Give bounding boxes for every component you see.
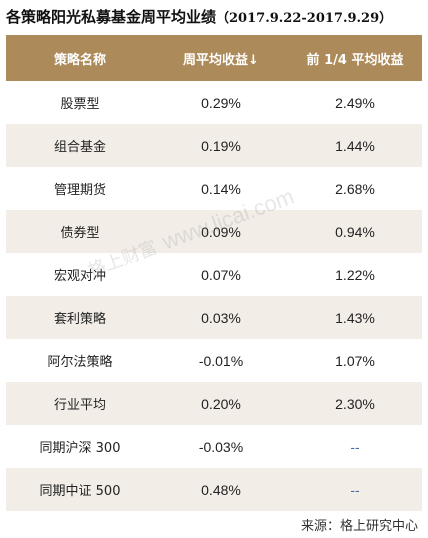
table-row: 组合基金 0.19% 1.44% bbox=[6, 124, 422, 167]
cell-weekly-return: 0.03% bbox=[201, 309, 241, 326]
cell-strategy-name: 债券型 bbox=[60, 226, 100, 241]
table-row: 股票型 0.29% 2.49% bbox=[6, 81, 422, 124]
cell-weekly-return: 0.29% bbox=[201, 94, 241, 111]
performance-table: 策略名称 周平均收益↓ 前 1/4 平均收益 股票型 0.29% 2.49% 组合基金… bbox=[6, 35, 422, 511]
cell-weekly-return: 0.48% bbox=[201, 481, 241, 498]
table-row: 同期沪深 300 -0.03% -- bbox=[6, 425, 422, 468]
cell-weekly-return: 0.14% bbox=[201, 180, 241, 197]
cell-top-quarter-return: 1.07% bbox=[335, 352, 375, 369]
cell-weekly-return: 0.19% bbox=[201, 137, 241, 154]
cell-top-quarter-return: 2.49% bbox=[335, 94, 375, 111]
cell-strategy-name: 同期中证 500 bbox=[39, 484, 121, 499]
cell-weekly-return: 0.07% bbox=[201, 266, 241, 283]
header-weekly-return[interactable]: 周平均收益↓ bbox=[183, 52, 259, 68]
header-strategy-name: 策略名称 bbox=[53, 52, 106, 68]
table-row: 债券型 0.09% 0.94% bbox=[6, 210, 422, 253]
table-header: 策略名称 周平均收益↓ 前 1/4 平均收益 bbox=[6, 35, 422, 81]
table-row: 阿尔法策略 -0.01% 1.07% bbox=[6, 339, 422, 382]
page-title: 各策略阳光私募基金周平均业绩（2017.9.22-2017.9.29） bbox=[6, 4, 424, 30]
table-row: 行业平均 0.20% 2.30% bbox=[6, 382, 422, 425]
cell-weekly-return: 0.20% bbox=[201, 395, 241, 412]
cell-strategy-name: 套利策略 bbox=[53, 312, 106, 327]
cell-top-quarter-return: 2.30% bbox=[335, 395, 375, 412]
cell-top-quarter-return: 0.94% bbox=[335, 223, 375, 240]
cell-top-quarter-return: -- bbox=[350, 481, 360, 498]
cell-weekly-return: -0.03% bbox=[198, 438, 244, 455]
table-row: 宏观对冲 0.07% 1.22% bbox=[6, 253, 422, 296]
cell-strategy-name: 组合基金 bbox=[53, 140, 106, 155]
cell-strategy-name: 管理期货 bbox=[53, 183, 106, 198]
cell-top-quarter-return: 1.44% bbox=[335, 137, 375, 154]
source-note: 来源：格上研究中心 bbox=[300, 519, 418, 534]
cell-strategy-name: 行业平均 bbox=[53, 398, 106, 413]
table-row: 套利策略 0.03% 1.43% bbox=[6, 296, 422, 339]
cell-strategy-name: 阿尔法策略 bbox=[47, 355, 113, 370]
table-body: 股票型 0.29% 2.49% 组合基金 0.19% 1.44% 管理期货 0.14% 2.68… bbox=[6, 81, 422, 511]
title-date-range: （2017.9.22-2017.9.29） bbox=[216, 11, 393, 26]
cell-top-quarter-return: 1.22% bbox=[335, 266, 375, 283]
cell-strategy-name: 同期沪深 300 bbox=[39, 441, 121, 456]
cell-top-quarter-return: -- bbox=[350, 438, 360, 455]
cell-strategy-name: 股票型 bbox=[60, 97, 100, 112]
cell-top-quarter-return: 2.68% bbox=[335, 180, 375, 197]
table-row: 管理期货 0.14% 2.68% bbox=[6, 167, 422, 210]
cell-weekly-return: 0.09% bbox=[201, 223, 241, 240]
cell-top-quarter-return: 1.43% bbox=[335, 309, 375, 326]
title-main: 各策略阳光私募基金周平均业绩 bbox=[6, 8, 217, 26]
cell-weekly-return: -0.01% bbox=[198, 352, 244, 369]
table-row: 同期中证 500 0.48% -- bbox=[6, 468, 422, 511]
cell-strategy-name: 宏观对冲 bbox=[53, 269, 106, 284]
header-top-quarter-return: 前 1/4 平均收益 bbox=[306, 52, 404, 68]
